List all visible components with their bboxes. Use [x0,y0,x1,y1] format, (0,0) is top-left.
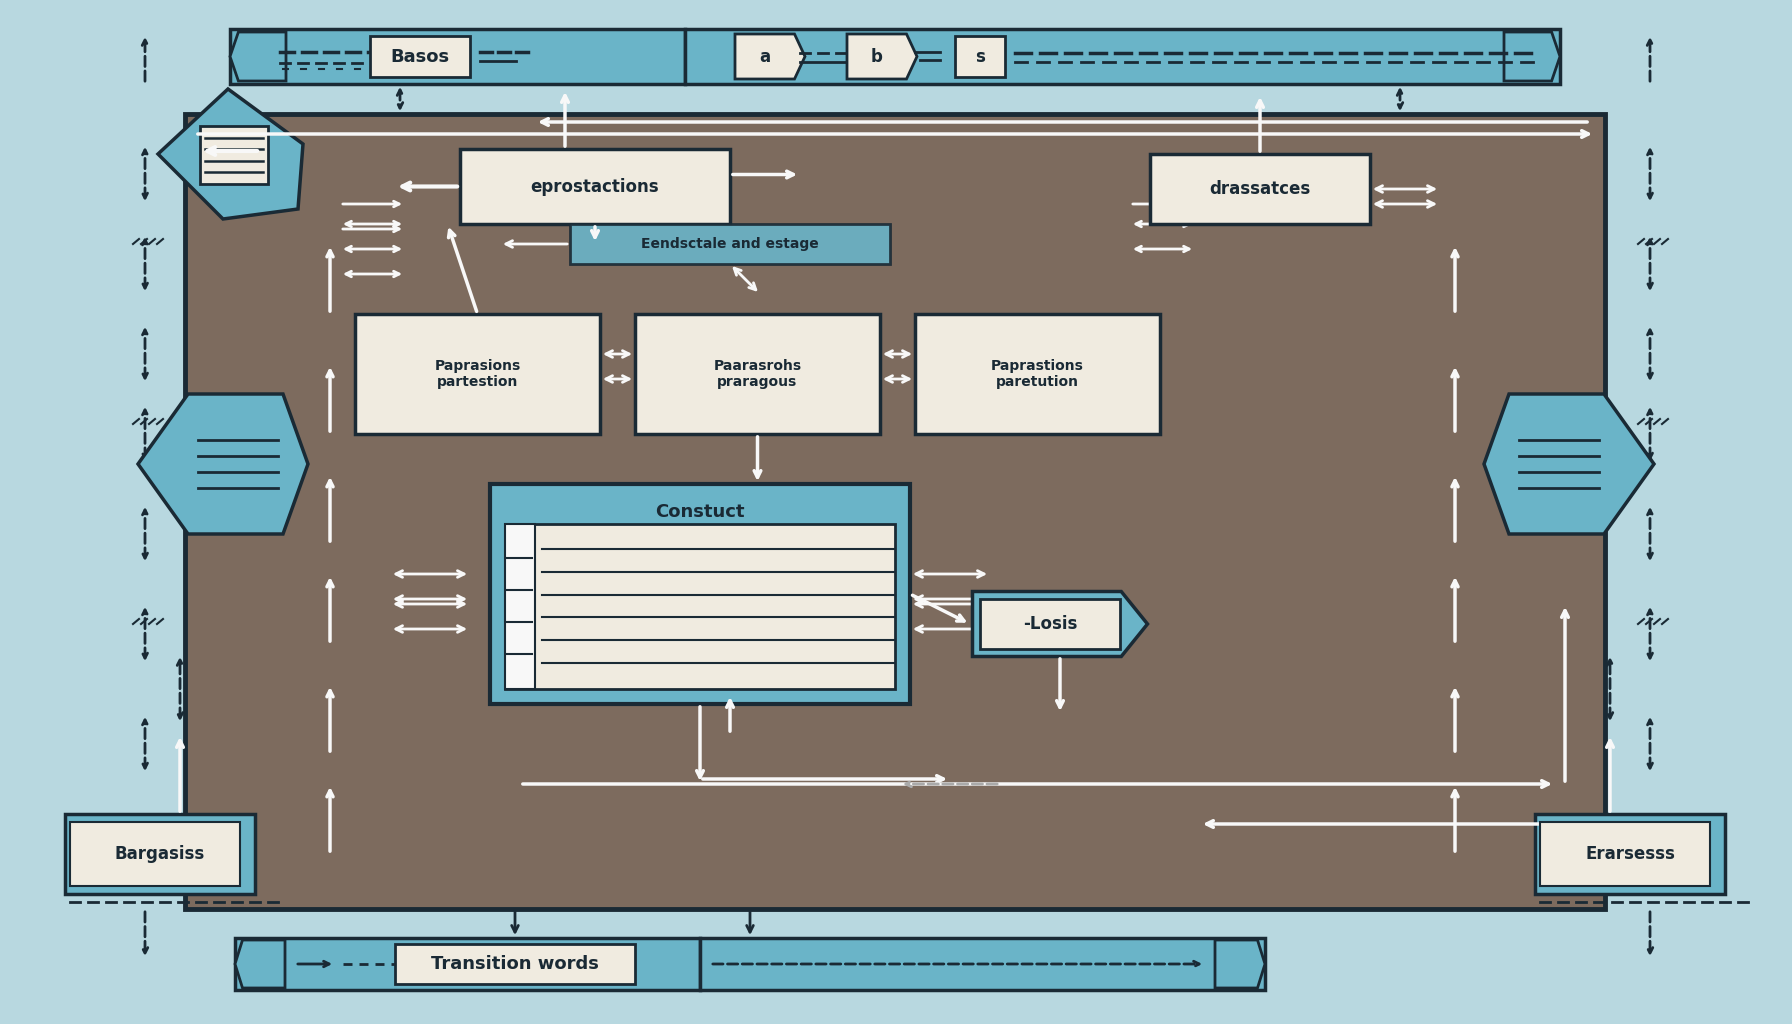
Polygon shape [1503,32,1561,81]
Text: Erarsesss: Erarsesss [1586,845,1676,863]
Bar [355,314,600,434]
Polygon shape [973,592,1147,656]
Bar [201,126,269,184]
Text: Basos: Basos [391,47,450,66]
Text: Bargasiss: Bargasiss [115,845,204,863]
Polygon shape [138,394,308,534]
Polygon shape [235,940,285,988]
Bar [505,524,536,689]
Text: a: a [760,47,771,66]
Bar [1539,822,1710,886]
Bar [685,29,1561,84]
Text: Eendsctale and estage: Eendsctale and estage [642,237,819,251]
Polygon shape [848,34,918,79]
Polygon shape [158,89,303,219]
Text: Paprasions
partestion: Paprasions partestion [434,358,521,389]
Bar [505,524,894,689]
Text: Paarasrohs
praragous: Paarasrohs praragous [713,358,801,389]
Bar [394,944,634,984]
Bar [229,29,685,84]
Polygon shape [1215,940,1265,988]
Bar [489,484,910,705]
Polygon shape [735,34,805,79]
Bar [701,938,1265,990]
Text: Constuct: Constuct [656,503,745,521]
Bar [185,114,1606,909]
Bar [369,36,470,77]
Bar [916,314,1159,434]
Polygon shape [229,32,287,81]
Text: Transition words: Transition words [432,955,599,973]
Bar [955,36,1005,77]
Text: b: b [871,47,883,66]
Text: eprostactions: eprostactions [530,177,659,196]
Text: -Losis: -Losis [1023,615,1077,633]
Bar [634,314,880,434]
Bar [570,224,891,264]
Text: drassatces: drassatces [1210,180,1310,198]
Bar [235,938,701,990]
Bar [1150,154,1371,224]
Bar [980,599,1120,649]
Bar [70,822,240,886]
Polygon shape [1484,394,1654,534]
Text: Paprastions
paretution: Paprastions paretution [991,358,1084,389]
Bar [65,814,254,894]
Text: s: s [975,47,986,66]
Bar [1536,814,1726,894]
Bar [461,150,729,224]
